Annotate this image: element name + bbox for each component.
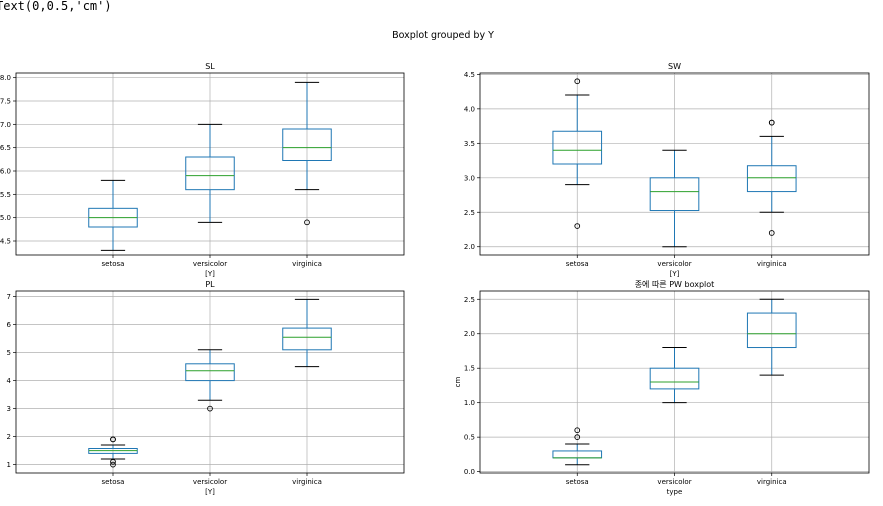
outlier-point (574, 78, 581, 85)
figure-suptitle: Boxplot grouped by Y (392, 30, 494, 41)
subplot-2: 2.0 2.5 3.0 3.5 4.0 4.5 setosa versicolor virgin… (464, 62, 870, 278)
box-iqr (282, 327, 332, 351)
y-tick-label: 5.5 (0, 191, 11, 199)
cell-output-text: Text(0,0.5,'cm') (0, 0, 112, 13)
subplot-1: 4.5 5.0 5.5 6.0 6.5 7.0 7.5 8.0 setosa versicolor… (0, 62, 405, 278)
box-virginica (746, 298, 797, 376)
box-iqr (185, 363, 235, 382)
x-axis-label: [Y] (205, 488, 215, 496)
y-tick-label: 0.5 (464, 434, 475, 442)
y-tick-label: 0.0 (464, 468, 475, 476)
x-tick-label: virginica (292, 260, 322, 268)
outlier-point (574, 427, 581, 434)
box-iqr (746, 312, 797, 349)
y-tick-label: 5.0 (0, 214, 11, 222)
y-tick-label: 3 (7, 405, 11, 413)
box-versicolor (649, 149, 700, 248)
subplot-title: SL (205, 62, 215, 71)
box-setosa (552, 427, 603, 466)
x-tick-label: setosa (102, 260, 125, 268)
axes-frame (479, 72, 870, 256)
y-axis-label: cm (454, 376, 462, 387)
box-iqr (282, 128, 332, 161)
axes-frame (15, 72, 405, 256)
box-versicolor (185, 349, 235, 412)
box-setosa (88, 436, 138, 468)
outlier-point (110, 436, 116, 443)
y-tick-label: 1.0 (464, 399, 475, 407)
subplot-3: 1 2 3 4 5 6 7 setosa versicolor virginica PL [Y] (7, 280, 405, 496)
y-tick-label: 8.0 (0, 74, 11, 82)
x-tick-label: setosa (102, 478, 125, 486)
y-tick-label: 4.5 (464, 71, 475, 79)
y-tick-label: 4 (7, 377, 12, 385)
y-tick-label: 4.0 (464, 105, 475, 113)
y-tick-label: 7.0 (0, 121, 11, 129)
x-tick-label: versicolor (193, 478, 227, 486)
box-iqr (746, 165, 797, 193)
y-tick-label: 6 (7, 321, 12, 329)
x-tick-label: versicolor (193, 260, 227, 268)
outlier-point (110, 458, 116, 465)
x-tick-label: setosa (566, 260, 589, 268)
subplot-title: PL (205, 280, 215, 289)
axes-frame (479, 290, 870, 474)
axes-frame (15, 290, 405, 474)
x-axis-label: [Y] (205, 270, 215, 278)
box-iqr (552, 130, 603, 165)
subplot-title: 종에 따른 PW boxplot (635, 280, 715, 289)
outlier-point (768, 230, 775, 236)
box-setosa (88, 179, 138, 251)
box-iqr (185, 156, 235, 191)
x-axis-label: [Y] (670, 270, 680, 278)
box-setosa (552, 78, 603, 229)
x-axis-label: type (667, 488, 683, 496)
x-tick-label: setosa (566, 478, 589, 486)
y-tick-label: 6.5 (0, 144, 11, 152)
y-tick-label: 3.0 (464, 174, 475, 182)
y-tick-label: 2.0 (464, 330, 475, 338)
outlier-point (207, 405, 213, 412)
outlier-point (304, 219, 310, 226)
x-tick-label: versicolor (657, 478, 691, 486)
y-tick-label: 7.5 (0, 98, 11, 106)
y-tick-label: 2.0 (464, 243, 475, 251)
box-virginica (282, 298, 332, 368)
outlier-point (574, 434, 581, 441)
y-tick-label: 2.5 (464, 209, 475, 217)
x-tick-label: versicolor (657, 260, 691, 268)
subplot-title: SW (668, 62, 681, 71)
box-iqr (649, 177, 700, 212)
y-tick-label: 1.5 (464, 365, 475, 373)
y-tick-label: 2.5 (464, 296, 475, 304)
subplot-4: 0.0 0.5 1.0 1.5 2.0 2.5 setosa versicolor virgin… (454, 280, 870, 496)
box-versicolor (649, 347, 700, 404)
y-tick-label: 3.5 (464, 140, 475, 148)
x-tick-label: virginica (757, 478, 787, 486)
x-tick-label: virginica (292, 478, 322, 486)
y-tick-label: 5 (7, 349, 11, 357)
box-virginica (746, 119, 797, 236)
box-iqr (649, 367, 700, 390)
outlier-point (768, 119, 775, 126)
outlier-point (574, 223, 581, 229)
y-tick-label: 6.0 (0, 168, 11, 176)
y-tick-label: 7 (7, 293, 11, 301)
outlier-point (110, 461, 116, 468)
box-versicolor (185, 123, 235, 223)
box-virginica (282, 81, 332, 226)
y-tick-label: 2 (7, 433, 11, 441)
x-tick-label: virginica (757, 260, 787, 268)
y-tick-label: 4.5 (0, 238, 11, 246)
y-tick-label: 1 (7, 461, 11, 469)
